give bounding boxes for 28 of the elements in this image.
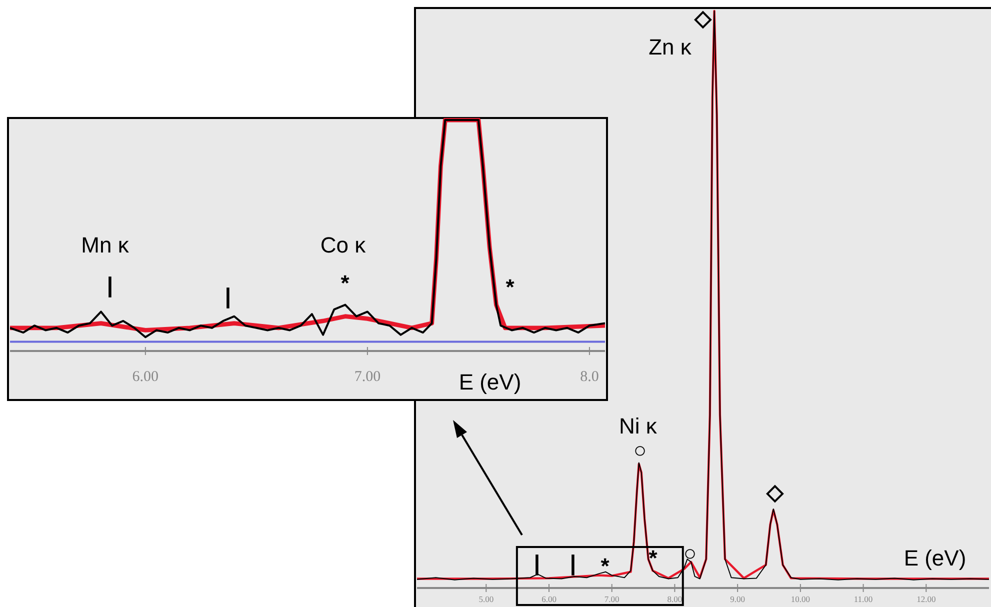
annotation: Zn κ — [648, 34, 692, 60]
x-axis-title: E (eV) — [458, 370, 522, 394]
x-tick-label: 6.00 — [542, 594, 556, 604]
x-tick-label: 12.00 — [916, 594, 936, 604]
annotation: | — [224, 284, 232, 308]
annotation: ○ — [683, 540, 697, 566]
annotation: ◇ — [694, 6, 712, 30]
annotation: * — [506, 274, 515, 300]
annotation: Co κ — [320, 232, 367, 258]
annotation: | — [570, 550, 576, 576]
x-tick-label: 7.00 — [354, 369, 381, 385]
annotation: | — [106, 272, 114, 298]
x-tick-label: 7.00 — [604, 594, 620, 604]
x-tick-label: 8.00 — [667, 594, 682, 604]
x-axis-title: E (eV) — [904, 546, 966, 570]
x-tick-label: 11.00 — [854, 594, 873, 604]
annotation: Ni κ — [619, 414, 658, 438]
x-tick-label: 10.00 — [790, 594, 810, 604]
annotation: * — [600, 554, 610, 578]
annotation: | — [534, 550, 540, 576]
x-tick-label: 9.00 — [730, 594, 746, 604]
annotation: * — [340, 270, 350, 296]
x-tick-label: 6.00 — [132, 369, 159, 385]
x-tick-label: 5.00 — [478, 594, 494, 604]
annotation: ◇ — [766, 480, 784, 504]
x-tick-label: 8.0 — [580, 369, 599, 385]
annotation: ○ — [633, 438, 647, 462]
annotation: Mn κ — [81, 232, 130, 258]
